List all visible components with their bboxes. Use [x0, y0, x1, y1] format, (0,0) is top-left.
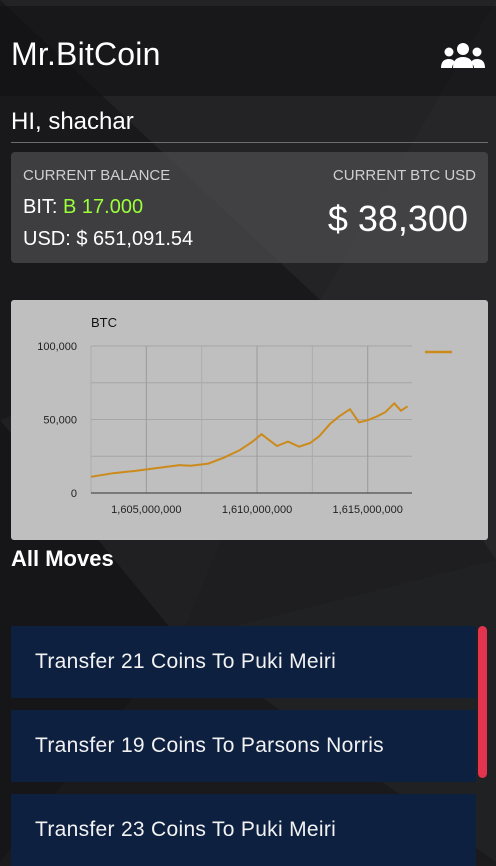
- btc-line-chart: BTC 0 50,000 100,000 1,605,000,000 1,610,000…: [37, 315, 452, 516]
- app-title[interactable]: Mr.BitCoin: [11, 36, 161, 72]
- move-label: Transfer 21 Coins To Puki Meiri: [35, 650, 337, 673]
- move-item[interactable]: Transfer 19 Coins To Parsons Norris: [11, 710, 476, 782]
- bit-label: BIT:: [23, 196, 64, 218]
- move-label: Transfer 23 Coins To Puki Meiri: [35, 818, 337, 841]
- bit-balance: BIT: B 17.000: [23, 196, 143, 219]
- balance-card: CURRENT BALANCE BIT: B 17.000 USD: $ 651…: [11, 152, 488, 263]
- users-icon[interactable]: [440, 41, 486, 71]
- move-item[interactable]: Transfer 23 Coins To Puki Meiri: [11, 794, 476, 866]
- current-balance-heading: CURRENT BALANCE: [23, 167, 171, 184]
- chart-axes: 0 50,000 100,000 1,605,000,000 1,610,000,000…: [37, 341, 412, 516]
- x-tick-label: 1,610,000,000: [222, 504, 292, 516]
- bit-value: B 17.000: [63, 196, 144, 218]
- scrollbar[interactable]: [478, 626, 487, 778]
- btc-chart-card: BTC 0 50,000 100,000 1,605,000,000 1,610,000…: [11, 300, 488, 540]
- chart-title: BTC: [91, 315, 117, 330]
- y-tick-label: 50,000: [43, 415, 77, 427]
- all-moves-title: All Moves: [11, 546, 114, 571]
- btc-usd-heading: CURRENT BTC USD: [332, 167, 476, 184]
- btc-series-line: [90, 401, 409, 478]
- move-item[interactable]: Transfer 21 Coins To Puki Meiri: [11, 626, 476, 698]
- x-tick-label: 1,615,000,000: [333, 504, 403, 516]
- move-label: Transfer 19 Coins To Parsons Norris: [35, 734, 384, 757]
- btc-usd-value: $ 38,300: [327, 198, 468, 239]
- divider: [11, 142, 488, 143]
- greeting-text: HI, shachar: [11, 108, 134, 135]
- app-header: Mr.BitCoin: [0, 6, 496, 96]
- y-tick-label: 100,000: [37, 341, 77, 353]
- y-tick-label: 0: [71, 488, 77, 500]
- x-tick-label: 1,605,000,000: [111, 504, 181, 516]
- usd-balance: USD: $ 651,091.54: [23, 228, 194, 250]
